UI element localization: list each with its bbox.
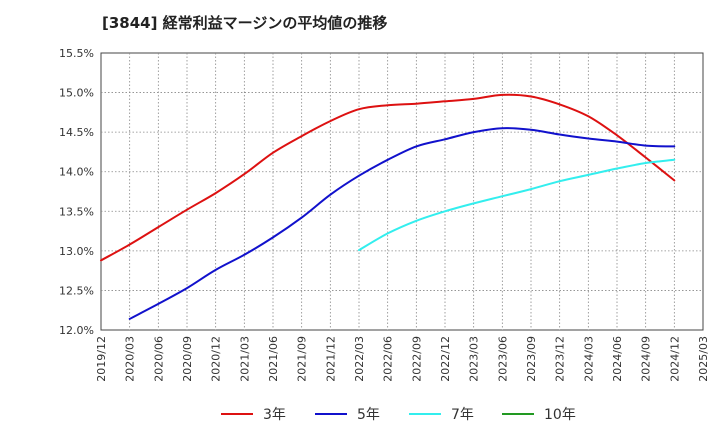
legend: 3年 5年 7年 10年	[221, 407, 576, 423]
y-tick-label: 14.5%	[59, 126, 94, 139]
series-line-3年	[100, 93, 676, 262]
series-line-7年	[358, 158, 676, 252]
x-tick-label: 2021/06	[267, 336, 280, 382]
legend-label: 5年	[357, 407, 380, 423]
x-tick-label: 2022/12	[439, 336, 452, 382]
grid	[101, 53, 703, 330]
y-tick-label: 15.0%	[59, 87, 94, 100]
plot-area	[100, 52, 704, 331]
x-axis: 2019/12 2020/03 2020/06 2020/09 2020/12 2021/…	[95, 336, 710, 382]
y-tick-label: 12.5%	[59, 284, 94, 297]
x-tick-label: 2023/03	[468, 336, 481, 382]
chart-title: [3844] 経常利益マージンの平均値の推移	[102, 14, 388, 32]
x-tick-label: 2024/03	[582, 336, 595, 382]
x-tick-label: 2023/09	[525, 336, 538, 382]
legend-label: 10年	[544, 407, 576, 423]
x-tick-label: 2024/12	[668, 336, 681, 382]
x-tick-label: 2020/06	[152, 336, 165, 382]
x-tick-label: 2021/09	[296, 336, 309, 382]
y-tick-label: 13.5%	[59, 205, 94, 218]
x-tick-label: 2020/09	[181, 336, 194, 382]
x-tick-label: 2021/12	[324, 336, 337, 382]
x-tick-label: 2023/06	[496, 336, 509, 382]
legend-label: 3年	[263, 407, 286, 423]
x-tick-label: 2020/12	[210, 336, 223, 382]
x-tick-label: 2020/03	[124, 336, 137, 382]
series-lines	[100, 93, 676, 320]
x-tick-label: 2022/03	[353, 336, 366, 382]
y-tick-label: 15.5%	[59, 47, 94, 60]
y-tick-label: 12.0%	[59, 324, 94, 337]
x-tick-label: 2025/03	[697, 336, 710, 382]
x-tick-label: 2023/12	[554, 336, 567, 382]
series-line-5年	[128, 127, 676, 320]
y-tick-label: 13.0%	[59, 245, 94, 258]
legend-label: 7年	[451, 407, 474, 423]
x-tick-label: 2024/09	[640, 336, 653, 382]
x-tick-label: 2022/06	[382, 336, 395, 382]
y-axis: 12.0% 12.5% 13.0% 13.5% 14.0% 14.5% 15.0% 15.5%	[59, 47, 94, 337]
x-tick-label: 2019/12	[95, 336, 108, 382]
y-tick-label: 14.0%	[59, 166, 94, 179]
x-tick-label: 2021/03	[238, 336, 251, 382]
x-tick-label: 2024/06	[611, 336, 624, 382]
x-tick-label: 2022/09	[410, 336, 423, 382]
